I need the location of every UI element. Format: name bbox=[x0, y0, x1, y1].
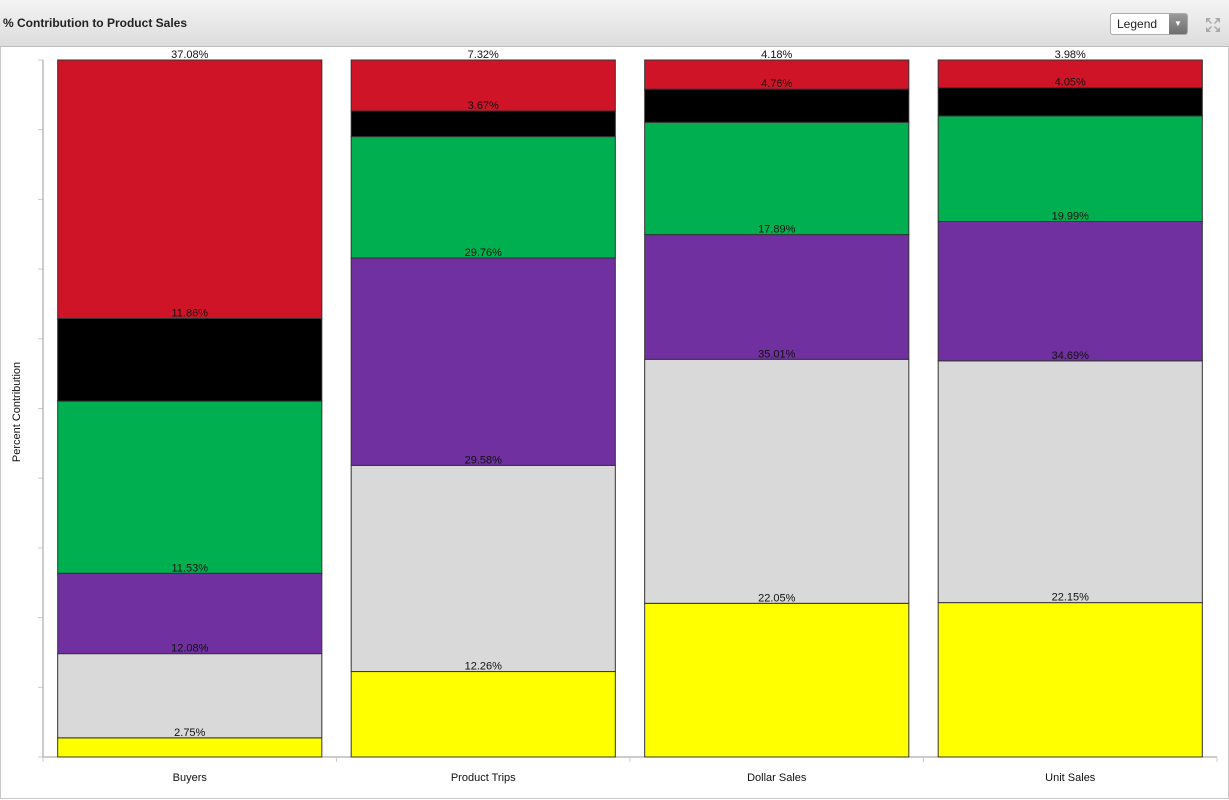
bar-segment bbox=[644, 121, 910, 236]
bar-segment bbox=[937, 360, 1203, 604]
bar-segment bbox=[937, 602, 1203, 758]
bar-segment bbox=[937, 59, 1203, 89]
y-axis-label: Percent Contribution bbox=[11, 362, 23, 462]
data-label: 17.89% bbox=[758, 224, 796, 236]
bar-segment bbox=[644, 59, 910, 90]
bar-segment bbox=[644, 234, 910, 360]
data-label: 3.98% bbox=[1055, 49, 1086, 61]
x-tick-label: Buyers bbox=[173, 772, 208, 784]
data-label: 12.08% bbox=[171, 643, 209, 655]
bar-segment bbox=[57, 653, 323, 739]
bar-segment bbox=[57, 59, 323, 319]
x-tick-label: Dollar Sales bbox=[747, 772, 807, 784]
data-label: 35.01% bbox=[758, 348, 796, 360]
bar-segment bbox=[644, 602, 910, 758]
bar-segment bbox=[937, 87, 1203, 117]
expand-icon[interactable] bbox=[1206, 18, 1220, 32]
data-label: 29.76% bbox=[465, 247, 503, 259]
legend-dropdown[interactable]: Legend ▼ bbox=[1110, 13, 1188, 35]
bar-segment bbox=[350, 136, 616, 259]
data-label: 4.05% bbox=[1055, 77, 1086, 89]
data-label: 12.26% bbox=[465, 661, 503, 673]
data-label: 19.99% bbox=[1052, 210, 1090, 222]
bar-segment bbox=[350, 110, 616, 138]
bar-segment bbox=[937, 115, 1203, 222]
bar-segment bbox=[350, 671, 616, 758]
data-label: 22.05% bbox=[758, 592, 796, 604]
bar-segment bbox=[350, 464, 616, 673]
data-label: 3.67% bbox=[468, 100, 499, 112]
data-label: 34.69% bbox=[1052, 350, 1090, 362]
data-label: 2.75% bbox=[174, 727, 205, 739]
chart-title: % Contribution to Product Sales bbox=[3, 16, 188, 30]
bar-segment bbox=[644, 88, 910, 123]
x-tick-label: Product Trips bbox=[451, 772, 516, 784]
x-tick-label: Unit Sales bbox=[1045, 772, 1096, 784]
dropdown-arrow[interactable]: ▼ bbox=[1169, 14, 1187, 34]
bar-segment bbox=[57, 317, 323, 402]
data-label: 4.76% bbox=[761, 78, 792, 90]
data-label: 4.18% bbox=[761, 49, 792, 61]
data-label: 29.58% bbox=[465, 454, 503, 466]
bar-segment bbox=[350, 59, 616, 112]
legend-dropdown-label: Legend bbox=[1117, 17, 1158, 31]
panel-header: % Contribution to Product Sales Legend ▼ bbox=[0, 0, 1229, 47]
bar-segment bbox=[937, 220, 1203, 362]
bar-segment bbox=[57, 400, 323, 574]
data-label: 22.15% bbox=[1052, 592, 1090, 604]
data-label: 11.86% bbox=[172, 307, 209, 319]
bar-segment bbox=[57, 572, 323, 655]
data-label: 37.08% bbox=[171, 49, 209, 61]
data-label: 11.53% bbox=[172, 562, 209, 574]
data-label: 7.32% bbox=[468, 49, 499, 61]
bar-segment bbox=[350, 257, 616, 466]
bar-segment bbox=[57, 737, 323, 758]
bar-segment bbox=[644, 358, 910, 604]
